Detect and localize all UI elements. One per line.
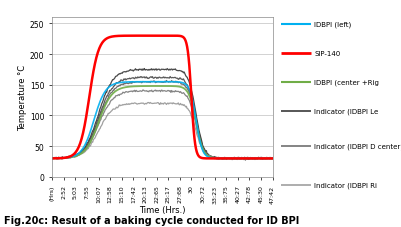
Text: Indicator (IDBPI D center): Indicator (IDBPI D center): [314, 143, 401, 150]
Text: Indicator (IDBPI Le: Indicator (IDBPI Le: [314, 109, 379, 115]
Y-axis label: Temperature °C: Temperature °C: [18, 65, 27, 131]
Text: IDBPI (left): IDBPI (left): [314, 22, 352, 28]
Text: SIP-140: SIP-140: [314, 51, 340, 57]
X-axis label: Time (Hrs.): Time (Hrs.): [139, 205, 186, 215]
Text: Indicator (IDBPI Ri: Indicator (IDBPI Ri: [314, 182, 377, 188]
Text: IDBPI (center +Rig: IDBPI (center +Rig: [314, 79, 379, 86]
Text: Fig.20c: Result of a baking cycle conducted for ID BPI: Fig.20c: Result of a baking cycle conduc…: [4, 215, 299, 225]
